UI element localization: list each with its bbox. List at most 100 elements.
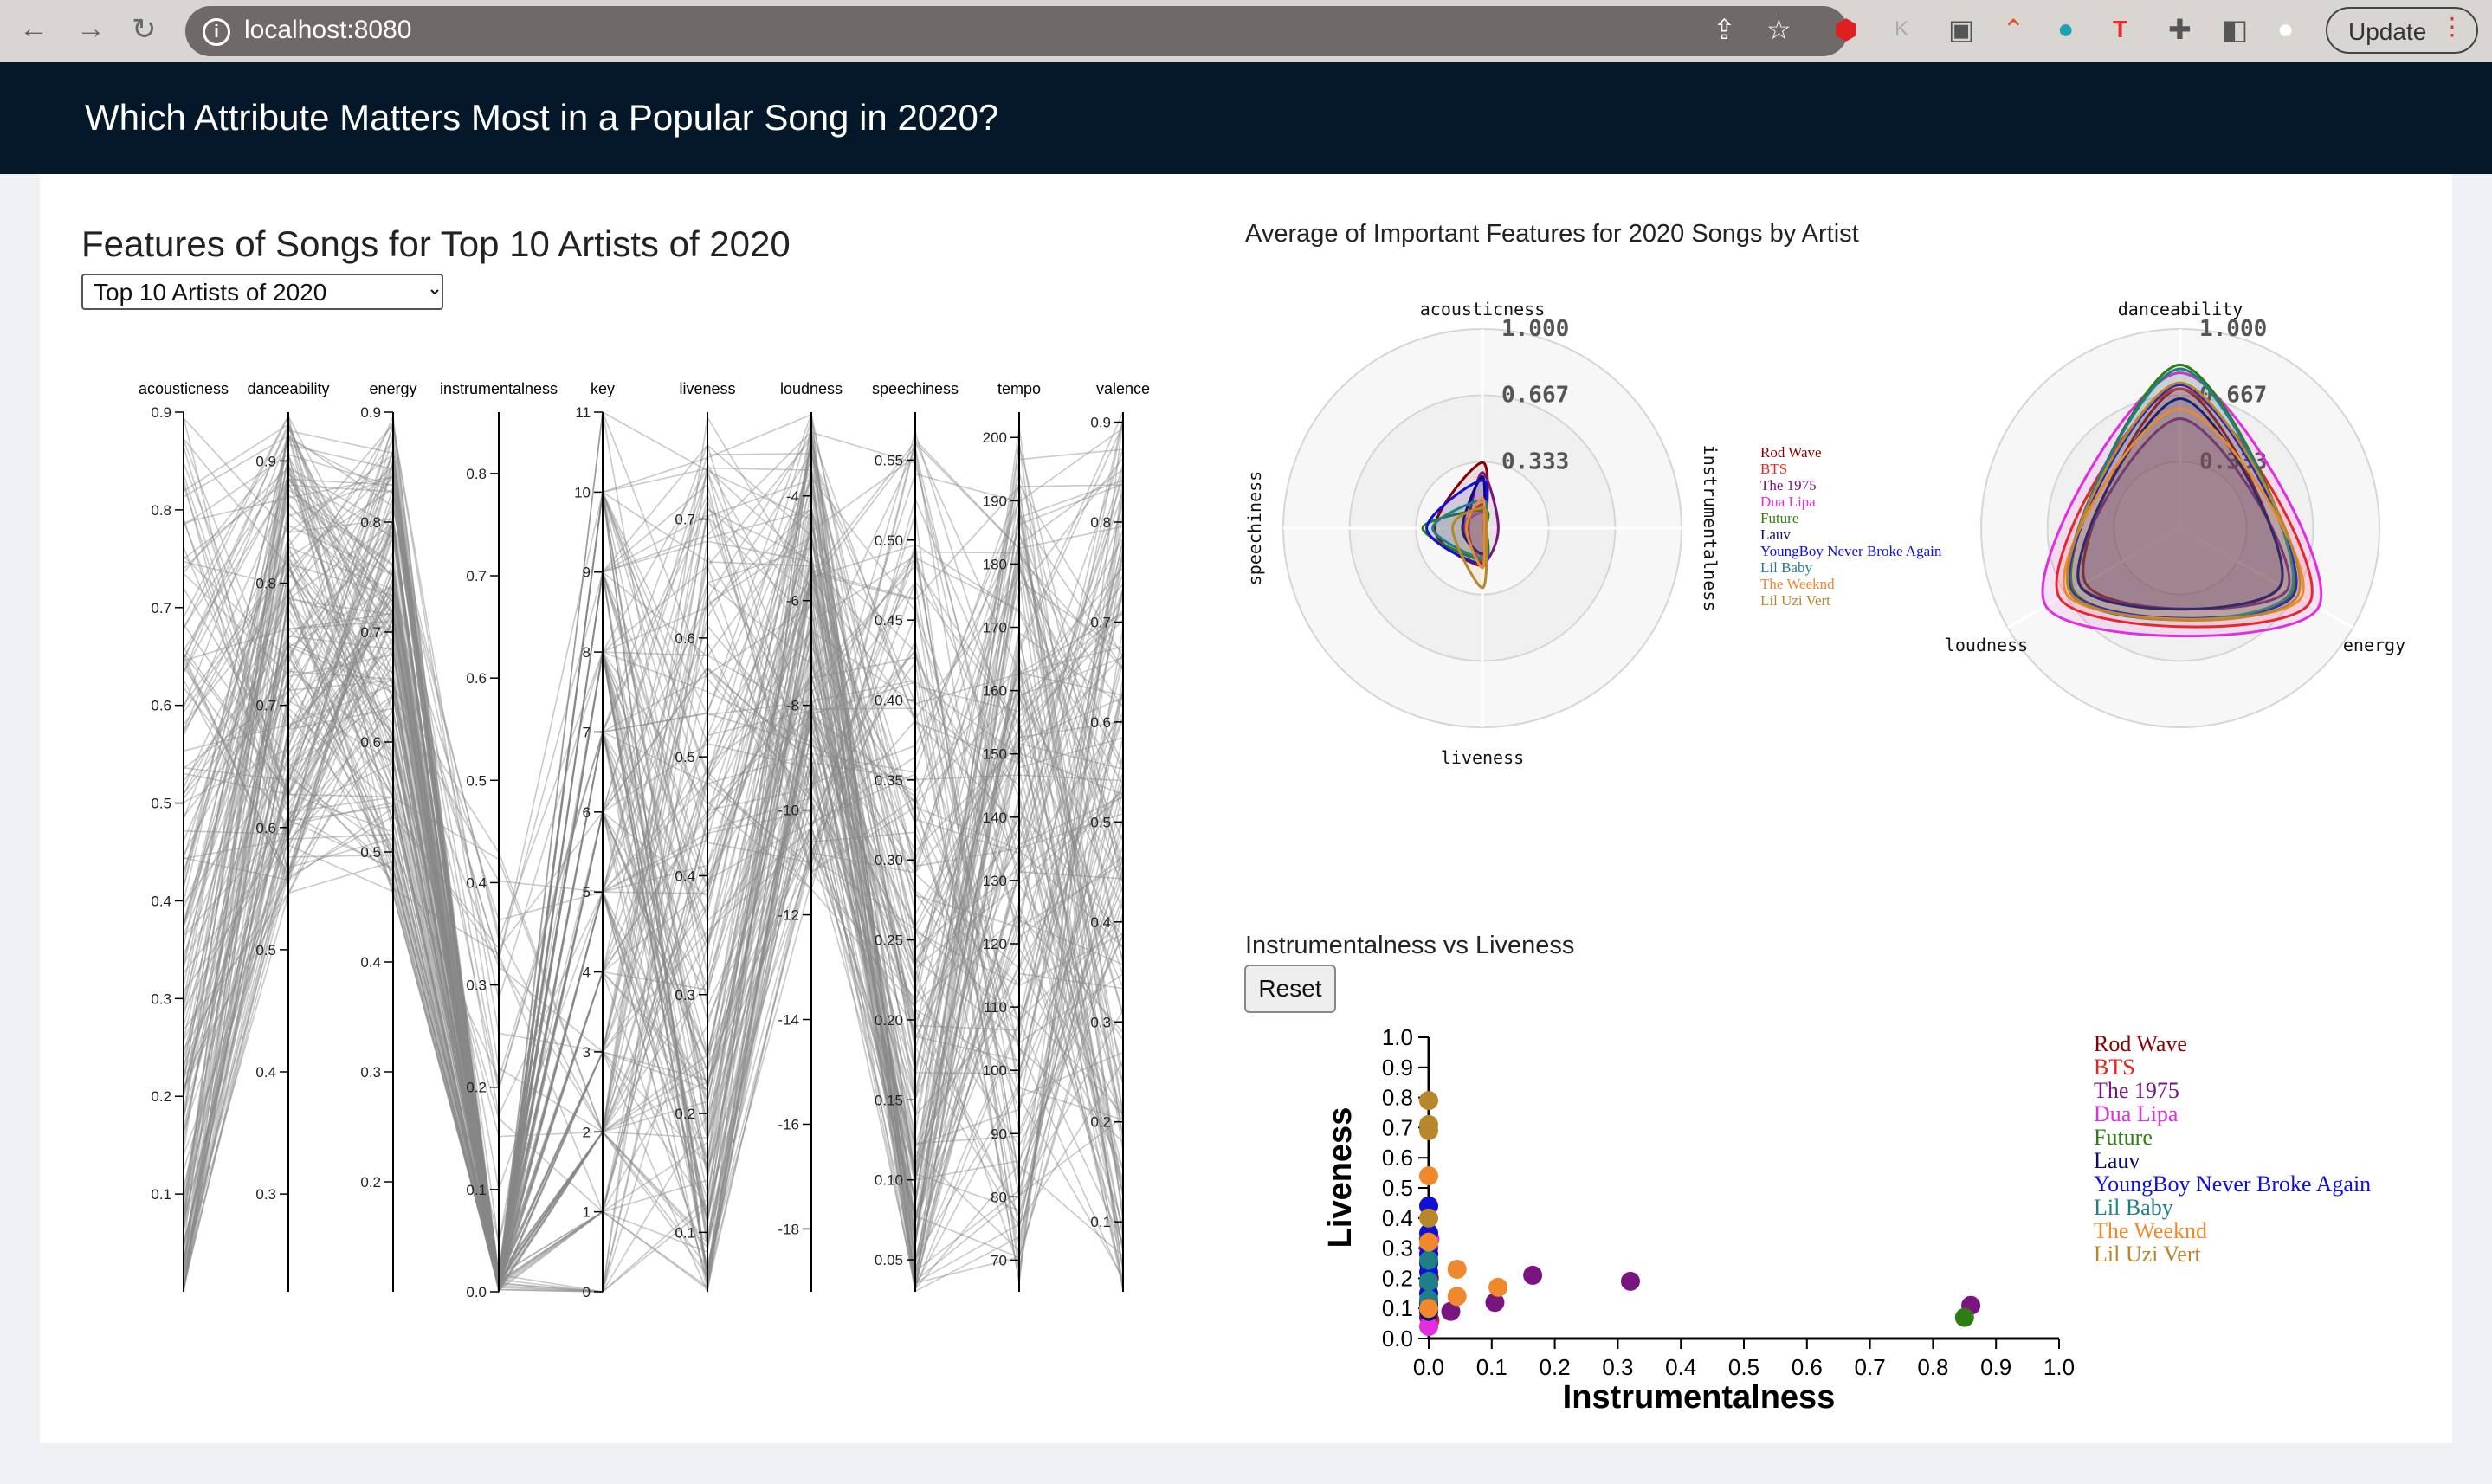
axis-tick-label: 0.3 [360,1064,381,1081]
legend-item: Lil Uzi Vert [2094,1242,2201,1267]
scatter-legend: Rod Wave BTS The 1975 Dua Lipa Future Lauv You… [2094,1032,2371,1266]
song-line [183,433,1124,1278]
axis-tick-label: 0.9 [1090,415,1111,431]
song-line [183,448,1124,1184]
song-line [183,447,1124,1283]
axis-valence: valence 0.1 0.2 0.3 0.4 0.5 0.6 0.7 0.8 0.9 [1090,380,1150,1292]
extension-icon[interactable]: ● [2057,13,2075,44]
song-line [183,411,1124,1277]
axis-title: acousticness [139,380,229,397]
axis-title: loudness [780,380,843,397]
extension-icon[interactable]: T [2113,16,2128,42]
axis-tick-label: -6 [786,593,799,610]
radar-axis-label: instrumentalness [1700,445,1721,612]
song-line [183,549,1124,1281]
song-line [183,546,1124,1276]
radar-spoke [2179,526,2353,629]
y-tick-label: 0.0 [1382,1326,1413,1352]
info-icon[interactable]: i [203,18,230,46]
song-line [183,562,1124,1118]
radar-chart-left: 1.000 0.667 0.333 acousticness instrumentaln… [1244,299,1721,768]
scatter-point [1419,1208,1438,1228]
extension-icon[interactable]: K [1895,17,1909,41]
y-tick-label: 0.4 [1382,1205,1413,1231]
x-axis-label: Instrumentalness [1563,1379,1836,1416]
song-line [183,422,1124,1289]
extension-icon[interactable]: ▣ [1948,14,1975,45]
y-tick-label: 1.0 [1382,1024,1413,1050]
axis-instrumentalness: instrumentalness 0.0 0.1 0.2 0.3 0.4 0.5 0.6 0.7… [440,380,558,1300]
song-line [183,437,1124,1283]
radar-ring-label: 0.667 [1501,383,1569,409]
song-line [183,651,1124,1288]
url-text[interactable]: localhost:8080 [244,16,412,44]
axis-tick-label: 0.2 [360,1174,381,1190]
adblock-extension-icon[interactable]: ⬢ [1834,14,1858,45]
song-line [183,463,1124,1283]
reset-button[interactable]: Reset [1244,965,1336,1013]
x-tick-label: 1.0 [2043,1354,2075,1380]
song-line [183,528,1124,1284]
forward-arrow-icon[interactable]: → [76,12,106,45]
song-line [183,453,1124,1287]
scatter-point [1954,1307,1974,1327]
song-line [183,699,1124,1275]
profile-icon[interactable]: ● [2277,13,2295,44]
axis-tick-label: 10 [574,484,591,500]
song-line [183,490,1124,1278]
song-line [183,584,1124,1293]
scatter-point [1620,1271,1640,1291]
menu-dots-icon[interactable]: ⋮ [2440,13,2464,40]
song-line [183,439,1124,1280]
update-label: Update [2348,18,2427,45]
song-line [183,498,1124,1294]
puzzle-icon[interactable]: ✚ [2168,14,2192,45]
axis-tick-label: 0.1 [466,1182,487,1198]
song-line [183,535,1124,1293]
song-line [183,547,1124,1284]
song-line [183,427,1124,1287]
axis-tick-label: 0.9 [151,404,171,421]
song-line [183,610,1124,1290]
artist-filter-select[interactable]: Top 10 Artists of 2020 [81,274,443,310]
song-line [183,435,1124,1218]
axis-tick-label: 0.5 [1090,814,1111,830]
song-line [183,439,1124,1277]
address-bar[interactable] [185,6,1848,56]
song-line [183,534,1124,1292]
song-line [183,492,1124,1288]
song-line [183,520,1124,1291]
legend-item: Lil Uzi Vert [1760,592,1830,609]
song-line [183,484,1124,1287]
share-icon[interactable]: ⇪ [1713,14,1736,45]
axis-tick-label: 0.8 [151,502,171,519]
bookmark-star-icon[interactable]: ☆ [1766,14,1792,45]
song-line [183,443,1124,1284]
parallel-lines [183,410,1124,1294]
song-line [183,417,1124,1293]
axis-tick-label: 190 [983,493,1007,509]
song-line [183,624,1124,1281]
radar-legend: Rod Wave BTS The 1975 Dua Lipa Future Lauv You… [1760,444,1941,609]
song-line [183,523,1124,1287]
x-tick-label: 0.6 [1792,1354,1823,1380]
x-tick-label: 0.3 [1602,1354,1633,1380]
update-button[interactable]: Update [2326,7,2478,54]
legend-item: The Weeknd [1760,576,1835,592]
song-line [183,424,1124,1289]
legend-item: Future [2094,1125,2153,1150]
radar-axis-label: acousticness [1420,299,1546,319]
song-line [183,610,1124,1287]
axis-title: tempo [997,380,1041,397]
extension-icon[interactable]: ⌃ [2002,14,2025,45]
y-tick-label: 0.9 [1382,1055,1413,1081]
axis-tick-label: 0.6 [466,670,487,687]
axis-tick-label: 5 [583,884,591,900]
song-line [183,475,1124,1282]
reload-icon[interactable]: ↻ [132,13,157,46]
song-line [183,453,1124,1285]
song-line [183,433,1124,1281]
song-line [183,506,1124,1276]
back-arrow-icon[interactable]: ← [19,12,48,45]
sidebar-icon[interactable]: ◧ [2222,14,2249,45]
